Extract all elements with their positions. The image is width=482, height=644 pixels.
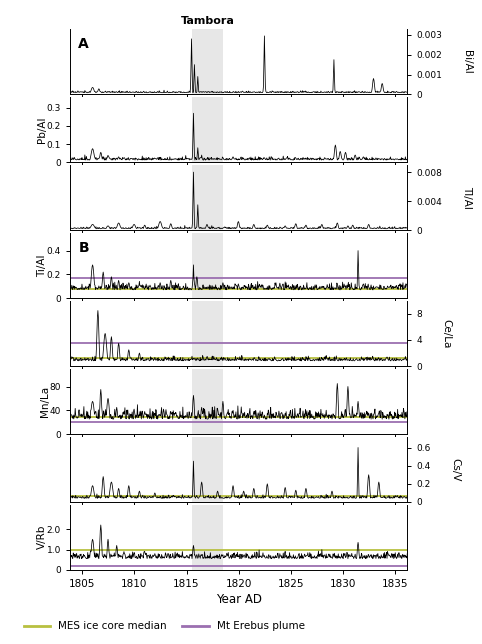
Y-axis label: Pb/Al: Pb/Al: [37, 117, 47, 143]
Bar: [192, 369, 223, 434]
Y-axis label: Ti/Al: Ti/Al: [38, 254, 47, 277]
Bar: [192, 233, 223, 298]
Bar: [192, 165, 223, 231]
Y-axis label: Bi/Al: Bi/Al: [462, 50, 472, 73]
Bar: [192, 437, 223, 502]
Bar: [192, 301, 223, 366]
Y-axis label: Cs/V: Cs/V: [450, 458, 460, 481]
Legend: MES ice core median, Mt Erebus plume: MES ice core median, Mt Erebus plume: [20, 617, 309, 636]
Bar: [192, 97, 223, 162]
Text: B: B: [78, 241, 89, 254]
Y-axis label: Ce/La: Ce/La: [442, 319, 452, 348]
Bar: [192, 505, 223, 570]
Text: A: A: [78, 37, 89, 51]
Text: Tambora: Tambora: [180, 16, 234, 26]
Y-axis label: Tl/Al: Tl/Al: [462, 186, 472, 209]
X-axis label: Year AD: Year AD: [215, 593, 262, 606]
Bar: [192, 29, 223, 95]
Y-axis label: V/Rb: V/Rb: [37, 525, 47, 549]
Y-axis label: Mn/La: Mn/La: [40, 386, 50, 417]
